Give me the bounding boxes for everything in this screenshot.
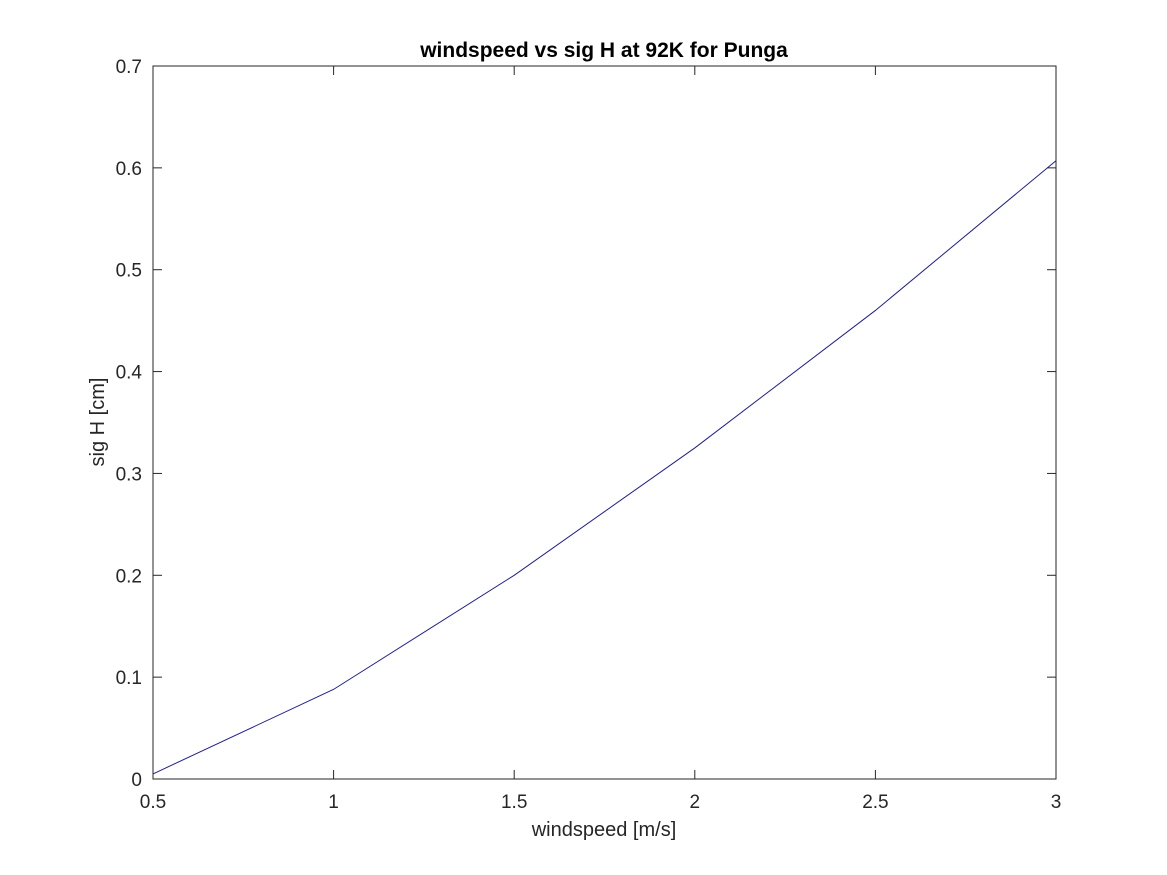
x-tick-label: 1.5	[501, 792, 527, 813]
y-tick-label: 0.3	[116, 464, 142, 485]
x-tick-label: 2.5	[862, 792, 888, 813]
y-tick-label: 0.5	[116, 261, 142, 282]
y-axis-label: sig H [cm]	[87, 378, 109, 467]
y-tick-label: 0.4	[116, 363, 143, 384]
series-layer	[152, 160, 1057, 775]
data-point	[333, 689, 334, 690]
plot-background	[153, 66, 1056, 779]
data-point	[875, 310, 876, 311]
axes-box	[152, 65, 1057, 780]
x-tick-label: 1	[328, 792, 339, 813]
chart-title: windspeed vs sig H at 92K for Punga	[419, 39, 788, 62]
data-point	[514, 575, 515, 576]
y-tick-label: 0.7	[116, 57, 142, 78]
x-tick-label: 3	[1051, 792, 1062, 813]
x-tick-label: 0.5	[140, 792, 166, 813]
data-point	[694, 447, 695, 448]
y-tick-label: 0	[131, 770, 142, 791]
y-tick-label: 0.1	[116, 668, 142, 689]
labels-layer: 0.5 1 1.5 2 2.5 3 0 0.1 0.2 0.3 0.4 0.5 0.6 0.7	[116, 57, 1062, 813]
x-tick-label: 2	[690, 792, 701, 813]
series-line	[152, 160, 1057, 775]
y-tick-label: 0.6	[116, 159, 142, 180]
x-axis-label: windspeed [m/s]	[531, 819, 677, 841]
y-tick-label: 0.2	[116, 566, 142, 587]
